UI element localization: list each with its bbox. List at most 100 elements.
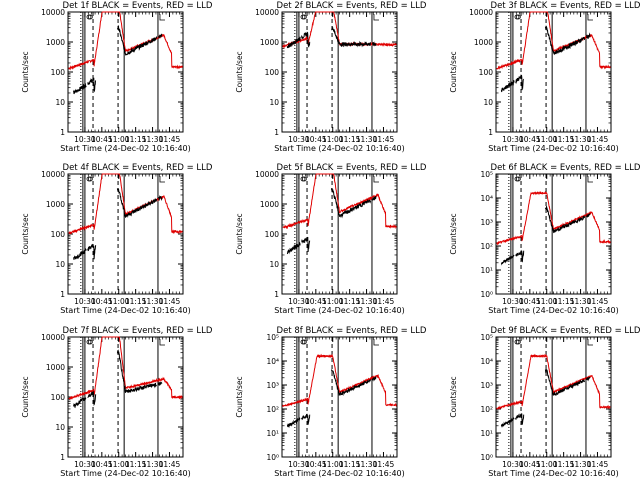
x-tick-label: 11:45 [587,460,609,469]
y-tick-label: 10 [55,260,65,269]
flag-marker [159,176,165,183]
x-tick-label: 11:15 [553,460,575,469]
y-tick-label: 1000 [474,38,493,47]
x-tick-label: 11:15 [125,297,147,306]
attenuator-marker [300,14,306,20]
y-tick-label: 10³ [266,381,279,390]
x-tick-label: 10:45 [305,297,327,306]
chart-panel-1: Det 1f BLACK = Events, RED = LLD Counts/s… [21,1,213,153]
flag-marker [587,339,593,346]
y-tick-label: 100 [51,393,66,402]
flag-marker [373,14,379,21]
y-tick-label: 10² [480,405,493,414]
y-tick-label: 10³ [480,381,493,390]
y-tick-label: 10⁴ [480,357,493,366]
x-tick-label: 11:00 [536,297,558,306]
y-tick-label: 10⁰ [480,290,493,299]
x-tick-label: 10:30 [74,135,96,144]
events-series-line [116,349,157,393]
y-axis-label: Counts/sec [235,376,244,417]
flag-marker [373,176,379,183]
y-tick-label: 10 [269,98,279,107]
attenuator-marker [515,176,521,182]
y-tick-label: 10⁵ [266,333,279,342]
y-tick-label: 1 [274,128,279,137]
events-series-line [500,416,515,428]
lld-series-line [496,353,611,411]
x-tick-label: 10:45 [91,460,113,469]
events-series-line [72,248,87,260]
x-axis-label: Start Time (24-Dec-02 10:16:40) [60,469,191,478]
x-tick-label: 11:45 [159,460,181,469]
y-axis-label: Counts/sec [449,376,458,417]
x-tick-label: 11:30 [570,135,592,144]
x-tick-label: 11:30 [356,460,378,469]
x-tick-label: 10:30 [74,297,96,306]
lld-series-line [68,11,183,71]
y-tick-label: 10 [269,260,279,269]
x-tick-label: 10:30 [288,460,310,469]
y-tick-label: 1 [488,128,493,137]
events-series-line [301,31,311,48]
x-tick-label: 11:45 [587,135,609,144]
x-axis-label: Start Time (24-Dec-02 10:16:40) [274,306,405,315]
flag-marker [159,14,165,21]
attenuator-marker [514,176,520,182]
chart-title: Det 7f BLACK = Events, RED = LLD [63,326,213,336]
y-tick-label: 1 [60,453,65,462]
x-tick-label: 11:45 [373,135,395,144]
chart-title: Det 9f BLACK = Events, RED = LLD [491,326,640,336]
y-tick-label: 10⁵ [480,333,493,342]
x-tick-label: 11:15 [125,135,147,144]
attenuator-marker [87,339,93,345]
events-series-line [586,32,591,40]
y-tick-label: 100 [51,230,66,239]
y-tick-label: 10² [480,242,493,251]
events-series-line [515,412,525,425]
events-series-line [515,74,524,91]
y-axis-label: Counts/sec [21,213,30,254]
x-tick-label: 11:45 [159,135,181,144]
y-tick-label: 10¹ [266,429,279,438]
chart-panel-9: Det 9f BLACK = Events, RED = LLD Counts/s… [449,326,640,478]
x-tick-label: 11:30 [142,297,164,306]
y-tick-label: 10⁴ [480,194,493,203]
attenuator-marker [87,176,93,182]
x-tick-label: 11:15 [339,460,361,469]
events-series-line [500,79,515,93]
y-axis-label: Counts/sec [449,213,458,254]
events-series-line [116,188,158,219]
events-series-line [158,194,163,202]
chart-panel-2: Det 2f BLACK = Events, RED = LLD Counts/s… [235,1,427,153]
x-tick-label: 10:30 [288,297,310,306]
attenuator-marker [300,339,306,345]
chart-panel-4: Det 4f BLACK = Events, RED = LLD Counts/s… [21,163,213,315]
x-tick-label: 11:30 [570,297,592,306]
x-tick-label: 11:00 [108,297,130,306]
y-axis-label: Counts/sec [235,51,244,92]
events-series-line [544,205,586,234]
lld-series-line [282,353,397,408]
y-tick-label: 1 [60,290,65,299]
x-axis-label: Start Time (24-Dec-02 10:16:40) [274,469,405,478]
attenuator-marker [86,339,92,345]
x-tick-label: 10:45 [91,135,113,144]
x-tick-label: 11:45 [373,297,395,306]
attenuator-marker [514,339,520,345]
x-tick-label: 11:30 [570,460,592,469]
x-tick-label: 11:15 [339,135,361,144]
lld-series-line [282,173,397,230]
x-axis-label: Start Time (24-Dec-02 10:16:40) [60,306,191,315]
x-tick-label: 11:00 [108,135,130,144]
events-series-line [372,376,377,382]
x-tick-label: 11:15 [553,135,575,144]
x-tick-label: 11:15 [339,297,361,306]
chart-title: Det 8f BLACK = Events, RED = LLD [277,326,427,336]
chart-title: Det 5f BLACK = Events, RED = LLD [277,163,427,173]
x-tick-label: 10:45 [91,297,113,306]
y-tick-label: 100 [265,230,280,239]
attenuator-marker [86,176,92,182]
events-series-line [286,416,301,428]
y-tick-label: 10000 [41,170,65,179]
chart-title: Det 1f BLACK = Events, RED = LLD [63,1,213,11]
